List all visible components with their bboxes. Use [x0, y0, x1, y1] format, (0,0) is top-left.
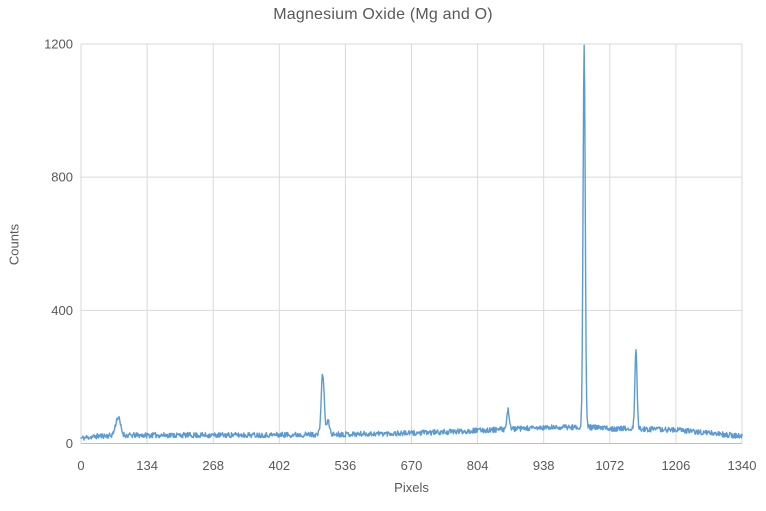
x-tick-label: 1206 [661, 458, 690, 473]
y-tick-label: 400 [51, 303, 73, 318]
x-tick-label: 670 [401, 458, 423, 473]
x-tick-label: 938 [533, 458, 555, 473]
x-tick-label: 1340 [728, 458, 757, 473]
x-tick-label: 0 [77, 458, 84, 473]
y-tick-label: 1200 [44, 37, 73, 52]
x-axis-title: Pixels [394, 480, 429, 495]
x-tick-label: 402 [268, 458, 290, 473]
x-tick-label: 134 [136, 458, 158, 473]
series-line [80, 44, 743, 441]
y-tick-label: 800 [51, 170, 73, 185]
x-tick-label: 804 [467, 458, 489, 473]
x-tick-label: 1072 [595, 458, 624, 473]
y-axis-title: Counts [6, 223, 22, 266]
x-tick-label: 268 [202, 458, 224, 473]
x-tick-label: 536 [335, 458, 357, 473]
chart-title: Magnesium Oxide (Mg and O) [273, 6, 493, 23]
y-tick-label: 0 [66, 436, 73, 451]
